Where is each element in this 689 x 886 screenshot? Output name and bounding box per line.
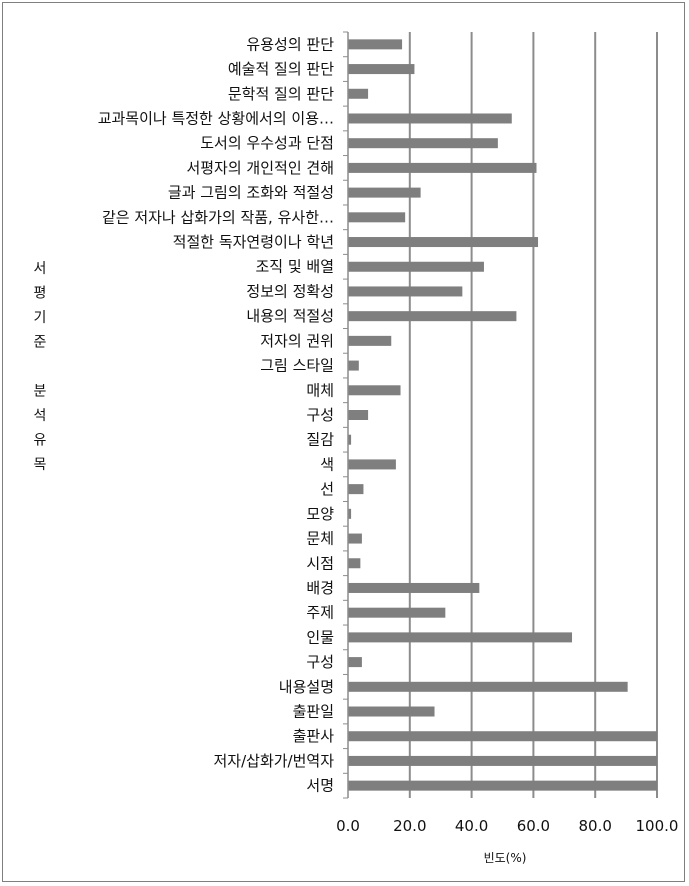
x-tick-label: 100.0: [636, 817, 679, 835]
bar: [348, 681, 628, 692]
x-tick-labels: 0.0 20.0 40.0 60.0 80.0 100.0: [336, 817, 678, 835]
bar: [348, 187, 421, 198]
bar: [348, 138, 498, 149]
bar: [348, 88, 369, 99]
gridlines: [408, 32, 658, 798]
bar: [348, 459, 396, 470]
bar: [348, 582, 480, 593]
category-label: 출판일: [293, 703, 334, 721]
y-axis-title-char: 분: [34, 384, 47, 400]
x-tick-label: 60.0: [517, 817, 550, 835]
category-label: 문학적 질의 판단: [228, 85, 334, 103]
category-label: 그림 스타일: [260, 357, 334, 375]
bar: [348, 113, 512, 124]
x-axis-title: 빈도(%): [484, 851, 527, 865]
bar: [348, 434, 352, 445]
bar: [348, 286, 463, 297]
category-label: 색: [320, 455, 334, 473]
bar: [348, 162, 537, 173]
category-label: 문체: [306, 530, 334, 548]
category-label: 시점: [306, 554, 334, 572]
category-label: 인물: [306, 628, 334, 646]
bar: [348, 706, 435, 717]
bar: [348, 212, 406, 223]
category-label: 서명: [306, 777, 334, 795]
category-label: 저자/삽화가/번역자: [213, 752, 334, 770]
y-axis-title-char: 평: [34, 286, 47, 302]
category-label: 예술적 질의 판단: [228, 60, 334, 78]
y-axis: [343, 31, 349, 799]
bar: [348, 484, 364, 495]
x-tick-label: 20.0: [393, 817, 426, 835]
category-label: 같은 저자나 삽화가의 작품, 유사한…: [102, 208, 334, 226]
bar: [348, 508, 352, 519]
x-tick-label: 80.0: [578, 817, 611, 835]
category-label: 구성: [306, 406, 334, 424]
bar: [348, 237, 539, 248]
y-axis-title-char: 석: [34, 408, 47, 424]
bar: [348, 311, 517, 322]
category-label: 서평자의 개인적인 견해: [186, 159, 334, 177]
category-label: 정보의 정확성: [246, 282, 334, 300]
category-label: 질감: [306, 431, 334, 449]
bar: [348, 261, 484, 272]
category-label: 배경: [306, 579, 334, 597]
bar: [348, 39, 403, 50]
category-label: 도서의 우수성과 단점: [200, 134, 334, 152]
x-tick-label: 40.0: [455, 817, 488, 835]
bars: [348, 39, 657, 791]
category-label: 내용설명: [279, 678, 334, 696]
y-axis-title-char: 서: [34, 261, 47, 277]
bar: [348, 385, 401, 396]
bar: [348, 780, 657, 791]
bar: [348, 731, 657, 742]
bar: [348, 632, 573, 643]
category-label: 유용성의 판단: [246, 35, 334, 53]
category-label: 적절한 독자연령이나 학년: [173, 233, 334, 251]
category-label: 구성: [306, 653, 334, 671]
bar: [348, 607, 446, 618]
category-label: 출판사: [293, 727, 335, 745]
bar: [348, 410, 369, 420]
bar: [348, 64, 415, 75]
category-label: 매체: [306, 381, 334, 399]
y-axis-title-char: 유: [34, 433, 47, 449]
bar: [348, 558, 361, 569]
category-label: 내용의 적절성: [246, 307, 334, 325]
x-tick-label: 0.0: [336, 817, 360, 835]
category-label: 교과목이나 특정한 상황에서의 이용…: [98, 109, 334, 127]
bar: [348, 533, 362, 544]
category-label: 주제: [306, 604, 334, 622]
bar: [348, 755, 657, 766]
y-axis-title-char: 목: [34, 457, 47, 473]
category-label: 글과 그림의 조화와 적절성: [168, 184, 334, 202]
y-axis-title-char: 기: [34, 310, 47, 326]
category-label: 선: [320, 480, 334, 498]
bar: [348, 657, 362, 668]
y-axis-title-char: 준: [34, 335, 47, 351]
category-label: 모양: [306, 505, 334, 523]
category-label: 저자의 권위: [260, 332, 334, 350]
category-label: 조직 및 배열: [255, 258, 334, 276]
bar: [348, 360, 359, 371]
bar: [348, 335, 392, 346]
